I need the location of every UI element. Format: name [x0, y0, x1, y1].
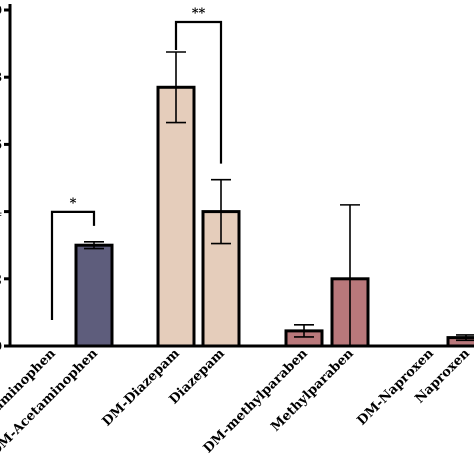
bar-dm-acetaminophen — [74, 243, 114, 348]
bar-dm-diazepam — [156, 85, 196, 348]
y-axis: 0 2 4 6 8 10 — [0, 4, 12, 355]
x-tick-label: DM-Diazepam — [100, 346, 183, 429]
bars — [74, 85, 474, 348]
y-tick-label: 8 — [0, 71, 2, 86]
significance-brackets: *** — [50, 6, 223, 320]
error-bars — [84, 51, 474, 347]
significance-label: * — [70, 196, 77, 211]
significance-bracket — [174, 20, 223, 164]
y-tick-label: 2 — [0, 272, 2, 287]
significance-bracket — [50, 210, 96, 320]
x-axis-labels: AcetaminophenDM-AcetaminophenDM-Diazepam… — [0, 346, 473, 459]
y-tick-label: 10 — [0, 4, 2, 19]
y-tick-label: 6 — [0, 138, 2, 153]
x-tick-label: Methylparaben — [268, 346, 357, 435]
y-tick-label: 0 — [0, 340, 2, 355]
y-tick-label: 4 — [0, 205, 2, 220]
significance-label: ** — [192, 6, 206, 21]
